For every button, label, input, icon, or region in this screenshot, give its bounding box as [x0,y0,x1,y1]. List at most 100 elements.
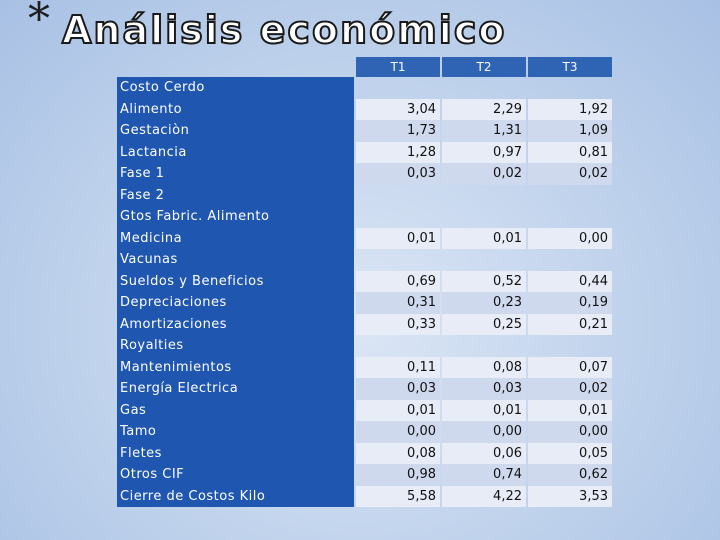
cell-t2: 0,02 [442,163,526,185]
row-label: Amortizaciones [117,313,354,335]
cell-t2: 0,01 [442,227,526,249]
cell-t3 [528,249,612,271]
cell-t3: 0,81 [528,141,612,163]
table-body: Costo Cerdo Alimento 3,04 2,29 1,92 Gestaciòn… [117,77,612,507]
cell-t2 [442,249,526,271]
cell-t3: 0,02 [528,378,612,400]
title-bullet: * [28,0,50,45]
table-row: Vacunas [117,249,612,271]
table-row: Costo Cerdo [117,77,612,99]
cell-t3: 0,02 [528,163,612,185]
cell-t3 [528,335,612,357]
cell-t3 [528,77,612,99]
row-label: Fase 2 [117,184,354,206]
header-t2: T2 [442,57,526,77]
row-label: Medicina [117,227,354,249]
cell-t3: 1,09 [528,120,612,142]
cell-t3: 0,00 [528,227,612,249]
cell-t2: 0,00 [442,421,526,443]
cell-t1: 0,33 [356,313,440,335]
cell-t1: 1,28 [356,141,440,163]
cell-t3: 0,19 [528,292,612,314]
cell-t1: 0,00 [356,421,440,443]
cell-t1: 0,69 [356,270,440,292]
cell-t2: 0,52 [442,270,526,292]
cell-t2: 1,31 [442,120,526,142]
cell-t1: 0,03 [356,163,440,185]
table-row: Alimento 3,04 2,29 1,92 [117,98,612,120]
cell-t3 [528,206,612,228]
cost-table: T1 T2 T3 Costo Cerdo Alimento 3,04 2,29 1,92… [115,57,614,507]
row-label: Gas [117,399,354,421]
cell-t2: 0,74 [442,464,526,486]
row-label: Lactancia [117,141,354,163]
cell-t2: 0,25 [442,313,526,335]
cell-t1: 3,04 [356,98,440,120]
cell-t2: 0,03 [442,378,526,400]
cell-t3: 0,01 [528,399,612,421]
cell-t2: 0,06 [442,442,526,464]
cell-t1: 0,31 [356,292,440,314]
cell-t2 [442,185,526,207]
cell-t1 [356,249,440,271]
cell-t1: 0,03 [356,378,440,400]
cell-t1: 0,01 [356,227,440,249]
cell-t1 [356,185,440,207]
cell-t1 [356,206,440,228]
cell-t1: 0,01 [356,399,440,421]
header-t1: T1 [356,57,440,77]
cell-t2: 0,08 [442,356,526,378]
table-row: Sueldos y Beneficios 0,69 0,52 0,44 [117,270,612,292]
cell-t3: 0,44 [528,270,612,292]
cell-t2 [442,77,526,99]
cell-t1 [356,335,440,357]
table-row: Gestaciòn 1,73 1,31 1,09 [117,120,612,142]
cell-t3 [528,185,612,207]
table-row: Otros CIF 0,98 0,74 0,62 [117,464,612,486]
row-label: Costo Cerdo [117,77,354,99]
table-row: Amortizaciones 0,33 0,25 0,21 [117,313,612,335]
cell-t1: 1,73 [356,120,440,142]
row-label: Mantenimientos [117,356,354,378]
cell-t3: 1,92 [528,98,612,120]
table-row: Mantenimientos 0,11 0,08 0,07 [117,356,612,378]
row-label: Royalties [117,335,354,357]
slide-title: Análisis económico [61,7,507,53]
table-row: Cierre de Costos Kilo 5,58 4,22 3,53 [117,485,612,507]
row-label: Gtos Fabric. Alimento [117,206,354,228]
table-row: Depreciaciones 0,31 0,23 0,19 [117,292,612,314]
table-row: Medicina 0,01 0,01 0,00 [117,227,612,249]
row-label: Fase 1 [117,163,354,185]
cell-t3: 3,53 [528,485,612,507]
cell-t3: 0,07 [528,356,612,378]
header-t3: T3 [528,57,612,77]
table-row: Tamo 0,00 0,00 0,00 [117,421,612,443]
header-blank [117,57,354,77]
row-label: Sueldos y Beneficios [117,270,354,292]
row-label: Otros CIF [117,464,354,486]
row-label: Cierre de Costos Kilo [117,485,354,507]
row-label: Vacunas [117,249,354,271]
cell-t2: 0,97 [442,141,526,163]
cell-t1: 0,11 [356,356,440,378]
cell-t2: 0,23 [442,292,526,314]
table-row: Gas 0,01 0,01 0,01 [117,399,612,421]
header-row: T1 T2 T3 [117,57,612,77]
row-label: Energía Electrica [117,378,354,400]
row-label: Gestaciòn [117,120,354,142]
row-label: Alimento [117,98,354,120]
row-label: Fletes [117,442,354,464]
table-row: Energía Electrica 0,03 0,03 0,02 [117,378,612,400]
cell-t2 [442,335,526,357]
row-label: Tamo [117,421,354,443]
cell-t1: 0,08 [356,442,440,464]
cell-t3: 0,05 [528,442,612,464]
table-row: Fase 2 [117,184,612,207]
cell-t2: 0,01 [442,399,526,421]
cell-t1 [356,77,440,99]
table-row: Gtos Fabric. Alimento [117,206,612,228]
cell-t1: 0,98 [356,464,440,486]
table-row: Lactancia 1,28 0,97 0,81 [117,141,612,163]
cell-t2 [442,206,526,228]
row-label: Depreciaciones [117,292,354,314]
